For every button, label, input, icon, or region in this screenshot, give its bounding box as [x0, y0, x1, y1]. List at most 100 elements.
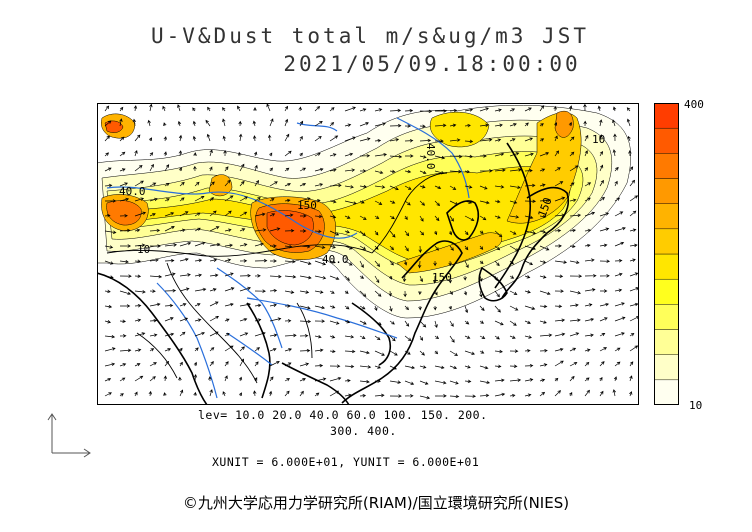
wind-arrow [584, 288, 596, 292]
wind-arrow [524, 168, 533, 173]
wind-arrow [329, 107, 335, 112]
wind-arrow [269, 288, 278, 293]
wind-arrow [569, 213, 582, 218]
wind-arrow [344, 364, 355, 369]
wind-arrow [239, 273, 251, 278]
wind-arrow [419, 215, 424, 222]
wind-arrow [224, 345, 234, 352]
wind-arrow [494, 364, 502, 369]
wind-arrow [419, 365, 427, 369]
wind-arrow [613, 376, 618, 382]
wind-arrow [104, 362, 116, 367]
wind-arrow [344, 215, 351, 219]
wind-arrow [239, 211, 248, 217]
wind-arrow [224, 375, 228, 382]
wind-arrow [629, 272, 639, 277]
wind-arrow [539, 304, 548, 309]
colorbar-cell [654, 253, 679, 280]
wind-arrow [449, 350, 459, 356]
wind-arrow [613, 133, 617, 142]
wind-arrow [494, 378, 505, 382]
wind-arrow [284, 304, 291, 308]
colorbar-max-label: 400 [684, 98, 704, 111]
wind-arrow [149, 182, 157, 187]
wind-arrow [163, 375, 168, 382]
wind-arrow [238, 151, 242, 157]
wind-arrow [329, 183, 342, 188]
wind-arrow [569, 290, 582, 295]
wind-arrow [192, 120, 197, 127]
wind-arrow [162, 105, 166, 112]
wind-arrow [524, 393, 532, 397]
wind-arrow [629, 361, 634, 367]
contour-levels-line2: 300. 400. [330, 424, 397, 438]
wind-arrow [344, 335, 355, 339]
wind-arrow [239, 259, 248, 263]
wind-arrow [284, 118, 289, 127]
wind-arrow [224, 258, 232, 262]
wind-arrow [434, 200, 441, 207]
wind-arrow [299, 135, 303, 142]
wind-arrow [612, 106, 617, 112]
wind-arrow [494, 138, 502, 142]
wind-arrow [149, 289, 156, 293]
wind-arrow [405, 154, 414, 158]
wind-arrow [569, 361, 578, 367]
wind-arrow [389, 123, 402, 128]
wind-arrow [134, 150, 138, 157]
copyright: ©九州大学応用力学研究所(RIAM)/国立環境研究所(NIES) [182, 494, 570, 512]
wind-arrow [479, 200, 490, 205]
wind-arrow [554, 347, 564, 352]
wind-arrow [539, 105, 545, 112]
wind-arrow [524, 320, 531, 324]
wind-arrow [134, 332, 146, 337]
wind-arrow [134, 391, 138, 397]
wind-arrow [194, 287, 207, 292]
wind-arrow [628, 150, 632, 157]
wind-arrow [239, 228, 246, 232]
wind-arrow [193, 152, 197, 157]
wind-arrow [614, 197, 621, 202]
wind-arrow [374, 215, 380, 220]
wind-arrow [269, 274, 282, 279]
wind-arrow [569, 151, 575, 157]
wind-arrow [179, 228, 186, 233]
wind-arrow [433, 230, 438, 236]
wind-arrow [104, 392, 112, 397]
wind-arrow [359, 230, 366, 237]
wind-arrow [269, 227, 281, 232]
wind-arrow [374, 200, 383, 205]
wind-arrow [209, 273, 219, 278]
wind-arrow [344, 378, 351, 383]
wind-arrow [205, 119, 211, 127]
wind-arrow [329, 215, 337, 219]
wind-arrow [134, 348, 142, 352]
wind-arrow [134, 375, 144, 382]
wind-arrow [464, 154, 474, 159]
wind-arrow [359, 393, 367, 398]
wind-arrow [329, 200, 337, 204]
wind-arrow [433, 260, 437, 267]
wind-arrow [148, 390, 153, 397]
wind-arrow [614, 211, 624, 217]
wind-arrow [344, 123, 352, 127]
wind-arrow [299, 152, 303, 157]
contour-label: 40.0 [424, 143, 437, 170]
wind-arrow [404, 245, 409, 252]
wind-arrow [134, 197, 145, 202]
wind-arrow [434, 290, 438, 296]
wind-arrow [134, 180, 144, 187]
wind-arrow [238, 133, 243, 142]
wind-arrow [419, 395, 431, 400]
wind-arrow [344, 136, 356, 142]
contour-label: 10 [137, 243, 150, 256]
wind-arrow [222, 107, 226, 112]
wind-arrow [584, 182, 592, 187]
wind-arrow [179, 331, 186, 337]
wind-arrow [464, 169, 471, 174]
wind-arrow [239, 196, 248, 202]
wind-arrow [419, 170, 427, 175]
wind-arrow [119, 168, 126, 172]
wind-arrow [599, 333, 606, 337]
wind-arrow [299, 275, 312, 280]
